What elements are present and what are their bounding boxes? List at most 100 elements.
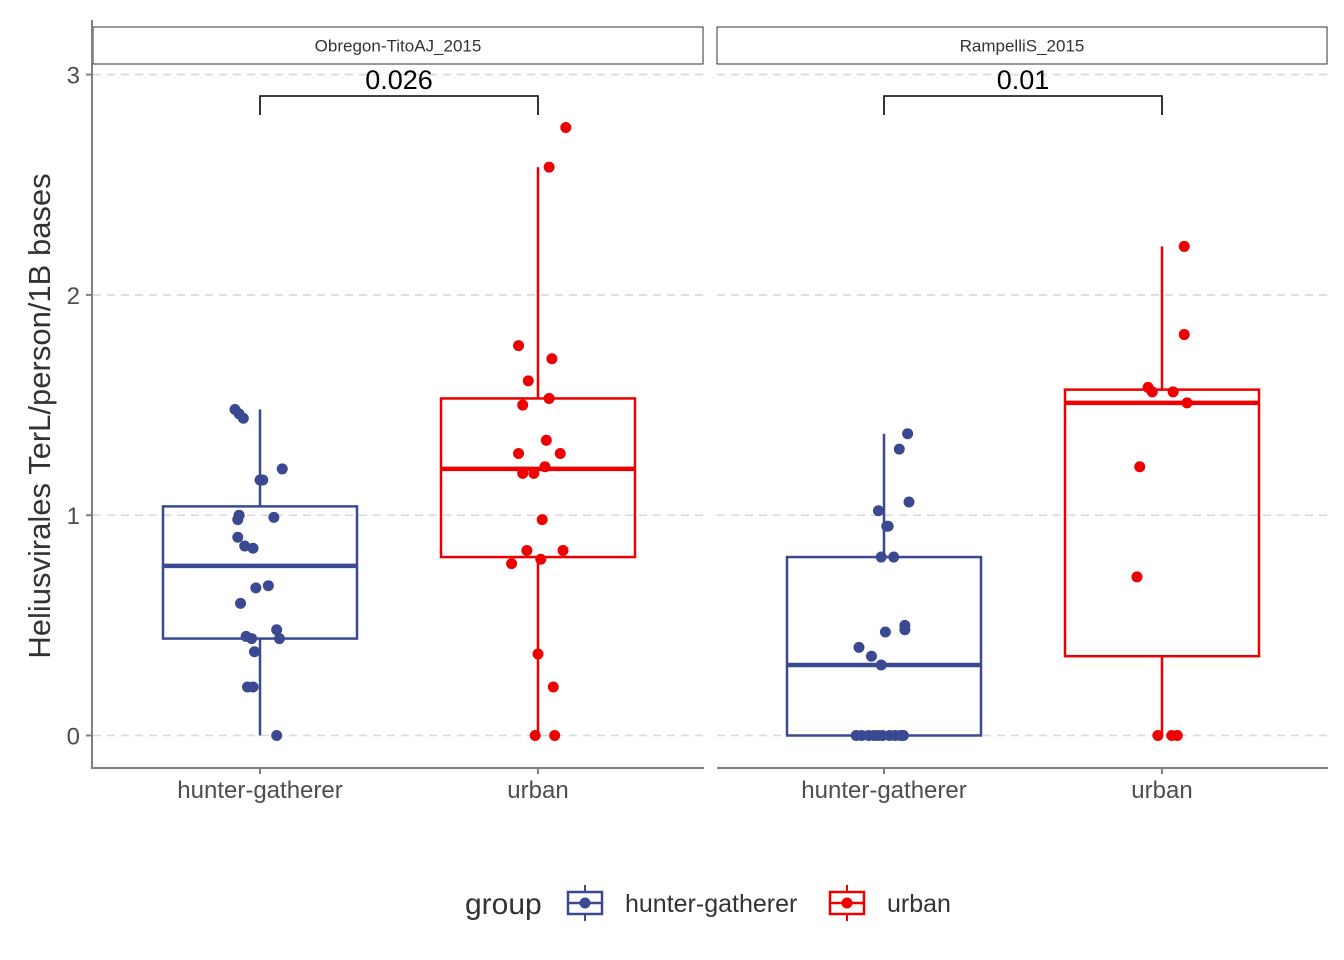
data-point [532,648,544,660]
box [1063,388,1261,658]
data-point [560,121,572,133]
legend-title: group [465,888,542,921]
y-tick-label: 0 [67,724,80,751]
series-urban [439,121,637,741]
data-point [506,558,518,570]
y-tick-label: 1 [67,503,80,530]
series-hunter-gatherer [161,403,359,741]
gridlines [93,73,1327,737]
data-point [235,597,247,609]
data-point [897,730,909,741]
data-point [517,399,529,411]
data-point [536,514,548,526]
data-point [888,551,900,563]
panels: Obregon-TitoAJ_2015 hunter-gatherer urban 0… [92,26,1328,804]
data-point [246,633,258,645]
data-point [529,730,541,741]
data-point [1178,329,1190,341]
data-point [1152,730,1164,741]
box [785,555,983,737]
data-point [1131,571,1143,583]
legend: group hunter-gatherer urban [465,885,951,921]
data-point [1134,461,1146,473]
legend-label: urban [887,890,951,918]
data-point [513,448,525,460]
legend-key-urban [828,885,866,921]
panel-strip [92,26,704,65]
data-point [268,511,280,523]
bracket-line [259,95,539,115]
x-tick-label: hunter-gatherer [177,777,342,804]
data-point [543,392,555,404]
data-point [547,681,559,693]
y-axis-title: Heliusvirales TerL/person/1B bases [22,173,57,658]
data-point [250,582,262,594]
data-point [521,544,533,556]
data-point [903,496,915,508]
x-tick-label: hunter-gatherer [801,777,966,804]
data-point [1171,730,1183,741]
legend-label: hunter-gatherer [625,890,797,918]
panel-title: Obregon-TitoAJ_2015 [315,37,482,56]
data-point [853,641,865,653]
series-hunter-gatherer [785,428,983,741]
panel-1: Obregon-TitoAJ_2015 hunter-gatherer urban 0… [92,26,704,804]
data-point [262,580,274,592]
p-value-label: 0.01 [997,65,1050,95]
x-tick-label: urban [1131,777,1192,804]
data-point [875,659,887,671]
data-point [1167,386,1179,398]
data-point [865,650,877,662]
data-point [539,461,551,473]
data-point [1181,397,1193,409]
box [161,505,359,640]
data-point [557,544,569,556]
data-point [893,443,905,455]
panel-title: RampelliS_2015 [960,37,1085,56]
data-point [513,340,525,352]
x-tick-label: urban [507,777,568,804]
legend-key-point [841,897,853,909]
data-point [276,463,288,475]
data-point [273,633,285,645]
data-point [271,730,283,741]
data-point [879,626,891,638]
data-point [540,434,552,446]
data-point [543,161,555,173]
data-point [549,730,561,741]
data-point [872,505,884,517]
data-point [237,412,249,424]
data-point [232,531,244,543]
data-point [535,553,547,565]
data-point [528,467,540,479]
data-point [522,375,534,387]
data-point [239,540,251,552]
data-point [875,551,887,563]
data-point [517,467,529,479]
series-urban [1063,240,1261,741]
data-point [902,428,914,440]
data-point [554,448,566,460]
y-tick-label: 2 [67,283,80,310]
legend-key-hunter-gatherer [566,885,604,921]
data-point [247,542,259,554]
data-point [271,624,283,636]
panel-strip [716,26,1328,65]
y-axis: 0 1 2 3 [67,20,93,769]
data-point [248,646,260,658]
y-tick-label: 3 [67,63,80,90]
data-point [233,509,245,521]
bracket-line [883,95,1163,115]
data-point [247,681,259,693]
significance-bracket: 0.026 [259,65,539,115]
data-point [882,520,894,532]
legend-key-point [579,897,591,909]
box [439,397,637,559]
significance-bracket: 0.01 [883,65,1163,115]
data-point [546,353,558,365]
p-value-label: 0.026 [365,65,433,95]
panel-2: RampelliS_2015 hunter-gatherer urban 0.01 [716,26,1328,804]
data-point [1146,386,1158,398]
data-point [257,474,269,486]
